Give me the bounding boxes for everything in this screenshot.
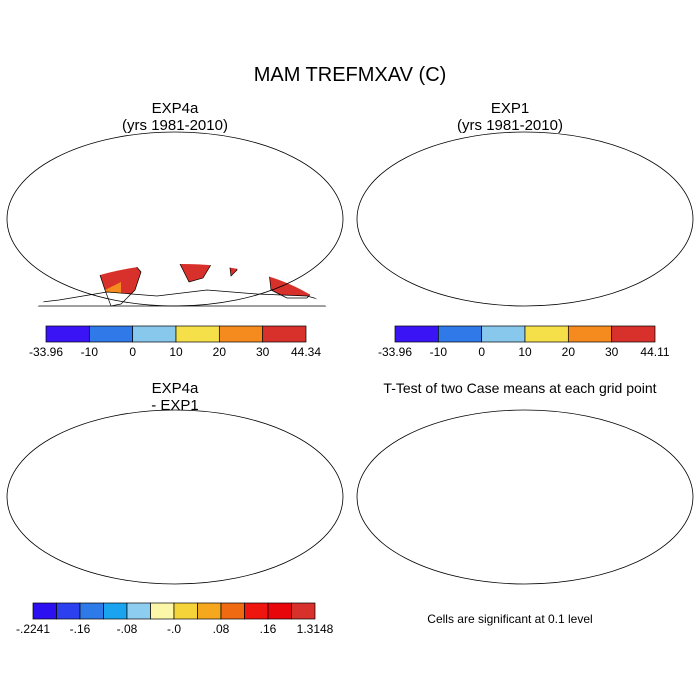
- map-panel-ttest: [356, 409, 694, 585]
- colorbar-exp1-tick-label: -10: [429, 345, 447, 359]
- panel-exp4a-title-line1: EXP4a: [151, 100, 199, 117]
- colorbar-exp1-tick-label: 0: [478, 345, 485, 359]
- colorbar-diff-tick-label: .16: [259, 622, 277, 636]
- colorbar-diff-swatch: [267, 602, 292, 620]
- colorbar-diff-tick-label: -.08: [116, 622, 138, 636]
- panel-diff-title-line2: - EXP1: [151, 397, 199, 414]
- colorbar-exp4a-swatch: [262, 325, 307, 343]
- colorbar-diff-swatch: [32, 602, 57, 620]
- colorbar-diff-swatch: [126, 602, 151, 620]
- colorbar-diff-swatch: [197, 602, 222, 620]
- colorbar-exp4a-tick-label: -33.96: [28, 345, 64, 359]
- map-panel-diff: [6, 409, 344, 585]
- colorbar-exp1: [394, 325, 656, 343]
- colorbar-diff-tick-label: -.16: [69, 622, 91, 636]
- colorbar-diff-swatch: [103, 602, 128, 620]
- colorbar-exp1-swatch: [394, 325, 439, 343]
- colorbar-exp1-tick-label: 10: [518, 345, 532, 359]
- colorbar-exp4a-swatch: [175, 325, 220, 343]
- colorbar-diff-swatch: [173, 602, 198, 620]
- colorbar-diff-swatch: [79, 602, 104, 620]
- colorbar-exp1-swatch: [437, 325, 483, 343]
- map-border-ttest: [356, 409, 694, 585]
- colorbar-diff-swatch: [291, 602, 316, 620]
- map-border-exp4a: [6, 131, 344, 307]
- colorbar-exp4a-tick-label: 44.34: [290, 345, 322, 359]
- colorbar-diff-swatch: [150, 602, 175, 620]
- colorbar-exp4a-tick-label: -10: [80, 345, 98, 359]
- panel-diff-title-line1: EXP4a: [151, 380, 199, 397]
- colorbar-exp1-swatch: [611, 325, 656, 343]
- map-panel-exp4a: [6, 131, 344, 307]
- panel-exp1-title: EXP1 (yrs 1981-2010): [370, 100, 650, 134]
- colorbar-exp1-tick-label: -33.96: [377, 345, 413, 359]
- panel-exp4a-title: EXP4a (yrs 1981-2010): [40, 100, 310, 134]
- map-border-diff: [6, 409, 344, 585]
- colorbar-exp1-swatch: [524, 325, 569, 343]
- map-panel-exp1: [356, 131, 694, 307]
- colorbar-exp4a-swatch: [218, 325, 264, 343]
- colorbar-exp4a-tick-label: 0: [129, 345, 136, 359]
- colorbar-diff-swatch: [244, 602, 269, 620]
- colorbar-exp4a-swatch: [88, 325, 134, 343]
- significant-cells: [429, 490, 612, 542]
- colorbar-diff-swatch: [56, 602, 81, 620]
- colorbar-exp1-swatch: [481, 325, 526, 343]
- panel-exp1-title-line1: EXP1: [490, 100, 530, 117]
- panel-exp1-title-line2: (yrs 1981-2010): [457, 117, 563, 134]
- panel-diff-title: EXP4a - EXP1: [40, 380, 310, 414]
- colorbar-diff-swatch: [220, 602, 245, 620]
- colorbar-diff-tick-label: -.2241: [15, 622, 51, 636]
- colorbar-exp4a-tick-label: 30: [255, 345, 270, 359]
- colorbar-exp1-tick-label: 44.11: [640, 345, 670, 359]
- colorbar-exp1-tick-label: 20: [561, 345, 576, 359]
- colorbar-exp4a-tick-label: 20: [212, 345, 227, 359]
- map-border-exp1: [356, 131, 694, 307]
- panel-exp4a-title-line2: (yrs 1981-2010): [122, 117, 228, 134]
- significance-note: Cells are significant at 0.1 level: [427, 612, 593, 626]
- colorbar-exp4a-swatch: [132, 325, 177, 343]
- main-title: MAM TREFMXAV (C): [253, 64, 447, 86]
- colorbar-diff-tick-label: -.0: [166, 622, 182, 636]
- colorbar-diff: [32, 602, 316, 620]
- colorbar-exp4a: [45, 325, 307, 343]
- colorbar-exp4a-swatch: [45, 325, 90, 343]
- colorbar-diff-tick-label: .08: [212, 622, 230, 636]
- colorbar-exp1-swatch: [567, 325, 613, 343]
- panel-ttest-title: T-Test of two Case means at each grid po…: [383, 380, 657, 396]
- colorbar-exp4a-tick-label: 10: [169, 345, 183, 359]
- colorbar-exp1-tick-label: 30: [604, 345, 619, 359]
- colorbar-diff-tick-label: 1.3148: [296, 622, 334, 636]
